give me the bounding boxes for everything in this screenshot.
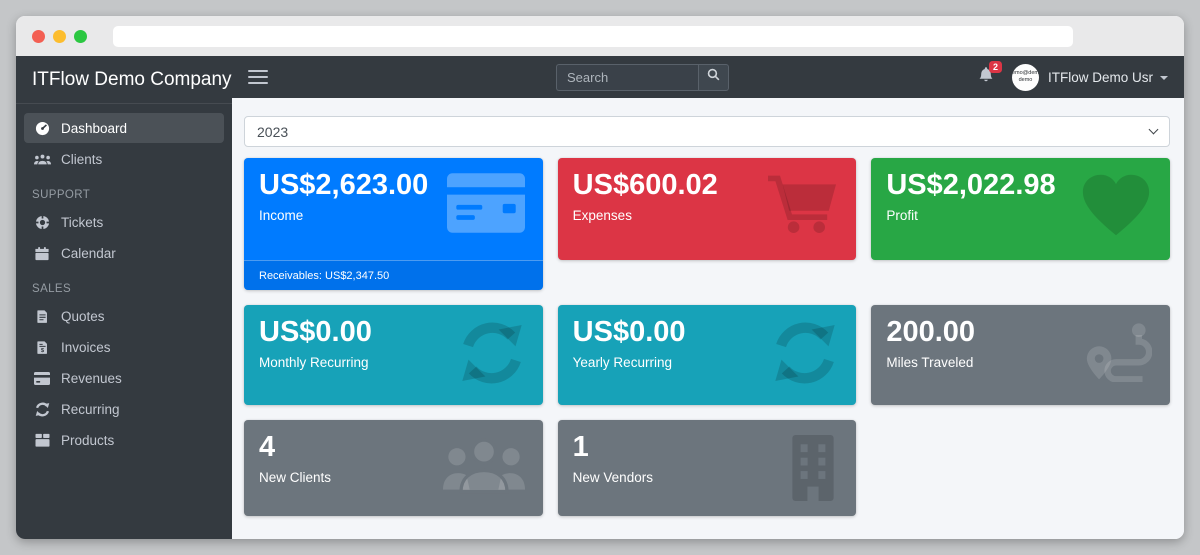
- stat-card-income[interactable]: US$2,623.00 Income Receivables: US$2,347…: [244, 158, 543, 290]
- sidebar-item-tickets[interactable]: Tickets: [24, 207, 224, 237]
- year-select[interactable]: 2023: [244, 116, 1170, 147]
- stat-value: US$600.02: [572, 169, 718, 201]
- bell-icon: [978, 67, 994, 87]
- sidebar-item-label: Products: [61, 432, 115, 448]
- stat-value: US$2,623.00: [259, 169, 429, 201]
- sidebar-item-dashboard[interactable]: Dashboard: [24, 113, 224, 143]
- address-bar[interactable]: [113, 25, 1073, 47]
- sync-icon: [772, 320, 838, 391]
- sidebar: ITFlow Demo Company Dashboard Clients: [16, 56, 232, 539]
- top-navbar: 2 demo@demo demo ITFlow Demo Usr: [232, 56, 1184, 98]
- stat-label: Income: [259, 208, 304, 224]
- sidebar-item-label: Invoices: [61, 339, 111, 355]
- stat-card-profit[interactable]: US$2,022.98 Profit: [871, 158, 1170, 260]
- users-icon: [32, 151, 52, 167]
- user-name: ITFlow Demo Usr: [1047, 69, 1153, 85]
- chevron-down-icon: [1160, 76, 1168, 80]
- stat-value: 200.00: [886, 316, 976, 348]
- stat-label: Profit: [886, 208, 918, 224]
- building-icon: [788, 435, 838, 506]
- calendar-icon: [32, 245, 52, 261]
- sync-icon: [459, 320, 525, 391]
- sidebar-item-invoices[interactable]: $ Invoices: [24, 332, 224, 362]
- stat-label: New Vendors: [572, 470, 653, 486]
- dashboard-content: 2023 US$2,623.00 Income: [232, 98, 1184, 539]
- credit-card-icon: [446, 173, 525, 238]
- sidebar-item-label: Revenues: [61, 370, 122, 386]
- sidebar-item-label: Tickets: [61, 214, 104, 230]
- credit-card-icon: [32, 370, 52, 386]
- box-icon: [32, 432, 52, 448]
- shopping-cart-icon: [766, 173, 838, 240]
- avatar-text: demo: [1018, 77, 1033, 83]
- stat-value: 1: [572, 431, 589, 463]
- stat-label: Expenses: [572, 208, 632, 224]
- stat-label: Monthly Recurring: [259, 355, 369, 371]
- stat-card-monthly-recurring[interactable]: US$0.00 Monthly Recurring: [244, 305, 543, 405]
- stat-value: US$2,022.98: [886, 169, 1056, 201]
- stat-footer: Receivables: US$2,347.50: [244, 260, 543, 290]
- stat-card-new-clients[interactable]: 4 New Clients: [244, 420, 543, 516]
- file-invoice-dollar-icon: $: [32, 339, 52, 355]
- user-menu-button[interactable]: ITFlow Demo Usr: [1048, 70, 1168, 85]
- stat-value: US$0.00: [259, 316, 372, 348]
- window-minimize-button[interactable]: [53, 29, 66, 43]
- sidebar-item-label: Clients: [61, 151, 103, 167]
- life-ring-icon: [32, 214, 52, 230]
- stat-card-expenses[interactable]: US$600.02 Expenses: [557, 158, 857, 260]
- sidebar-section-sales: SALES: [32, 283, 72, 295]
- sidebar-item-label: Recurring: [61, 401, 120, 417]
- sidebar-item-clients[interactable]: Clients: [24, 144, 224, 174]
- user-avatar[interactable]: demo@demo demo: [1011, 63, 1039, 91]
- sidebar-item-label: Calendar: [61, 245, 116, 261]
- stat-label: Miles Traveled: [886, 355, 974, 371]
- window-maximize-button[interactable]: [74, 29, 87, 43]
- stat-value: 4: [259, 431, 276, 463]
- sidebar-toggle-button[interactable]: [248, 70, 268, 84]
- sidebar-item-products[interactable]: Products: [24, 425, 224, 455]
- sidebar-item-calendar[interactable]: Calendar: [24, 238, 224, 268]
- avatar-text: demo@demo: [1011, 70, 1039, 77]
- sidebar-item-quotes[interactable]: Quotes: [24, 301, 224, 331]
- users-icon: [442, 435, 525, 502]
- tachometer-icon: [32, 120, 52, 136]
- sync-icon: [32, 401, 52, 417]
- browser-titlebar: [16, 16, 1184, 56]
- sidebar-section-support: SUPPORT: [32, 189, 91, 201]
- file-lines-icon: [32, 308, 52, 324]
- sidebar-item-revenues[interactable]: Revenues: [24, 363, 224, 393]
- sidebar-nav: Dashboard Clients SUPPORT Tickets: [16, 104, 232, 456]
- stat-label: New Clients: [259, 470, 332, 486]
- stat-label: Yearly Recurring: [572, 355, 672, 371]
- heart-icon: [1080, 173, 1152, 242]
- search-input[interactable]: [556, 63, 698, 91]
- search-button[interactable]: [698, 63, 729, 91]
- stat-card-miles-traveled[interactable]: 200.00 Miles Traveled: [871, 305, 1170, 405]
- search-icon: [707, 68, 720, 86]
- route-icon: [1084, 320, 1153, 387]
- search-group: [556, 63, 729, 91]
- sidebar-item-recurring[interactable]: Recurring: [24, 394, 224, 424]
- brand-title[interactable]: ITFlow Demo Company: [16, 56, 232, 104]
- browser-window: ITFlow Demo Company Dashboard Clients: [16, 16, 1184, 539]
- svg-text:$: $: [40, 348, 44, 354]
- stat-cards-grid: US$2,623.00 Income Receivables: US$2,347…: [244, 158, 1170, 516]
- stat-value: US$0.00: [572, 316, 686, 348]
- notification-badge: 2: [988, 61, 1002, 73]
- window-close-button[interactable]: [32, 29, 45, 43]
- stat-card-yearly-recurring[interactable]: US$0.00 Yearly Recurring: [557, 305, 857, 405]
- sidebar-item-label: Dashboard: [61, 120, 128, 136]
- stat-card-new-vendors[interactable]: 1 New Vendors: [557, 420, 857, 516]
- notifications-button[interactable]: 2: [978, 61, 1002, 88]
- sidebar-item-label: Quotes: [61, 308, 105, 324]
